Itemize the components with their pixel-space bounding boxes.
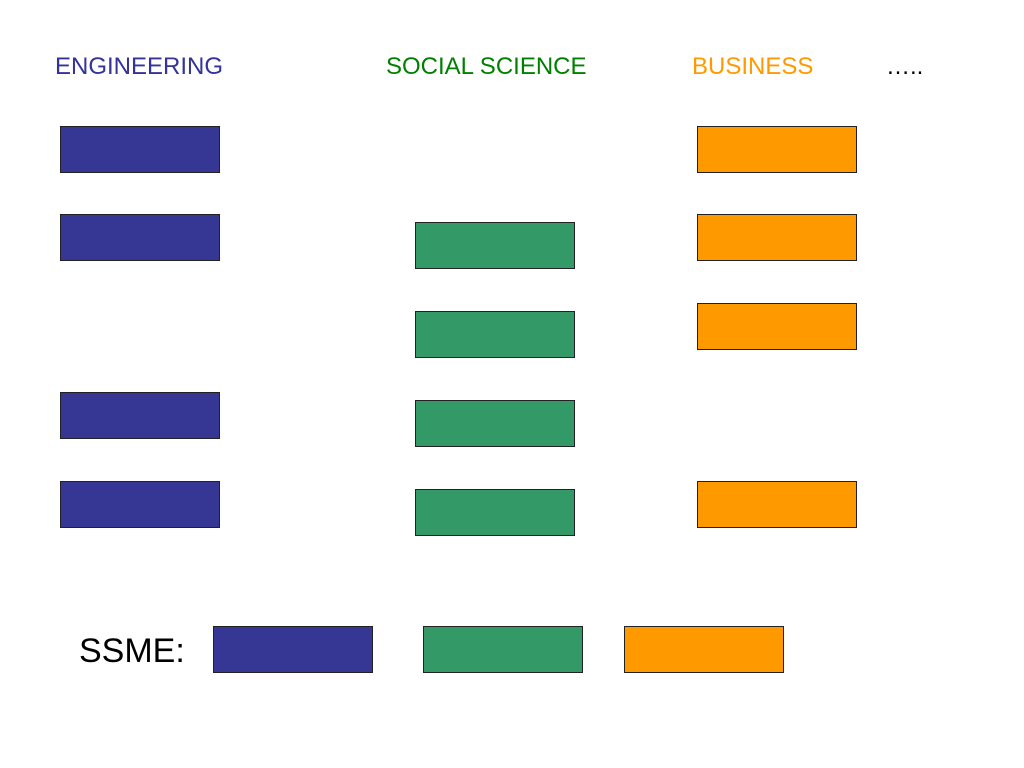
engineering-box — [60, 214, 220, 261]
business-header: BUSINESS — [692, 53, 814, 80]
ssme-business-box — [624, 626, 784, 673]
business-box — [697, 126, 857, 173]
social-science-box — [415, 311, 575, 358]
engineering-box — [60, 126, 220, 173]
engineering-box — [60, 392, 220, 439]
ssme-social-science-box — [423, 626, 583, 673]
social-science-header: SOCIAL SCIENCE — [386, 53, 587, 80]
more-ellipsis: ….. — [886, 53, 924, 80]
ssme-engineering-box — [213, 626, 373, 673]
ssme-label: SSME: — [79, 632, 185, 670]
engineering-header: ENGINEERING — [55, 53, 224, 80]
social-science-box — [415, 400, 575, 447]
social-science-box — [415, 489, 575, 536]
social-science-box — [415, 222, 575, 269]
business-box — [697, 481, 857, 528]
business-box — [697, 214, 857, 261]
business-box — [697, 303, 857, 350]
engineering-box — [60, 481, 220, 528]
